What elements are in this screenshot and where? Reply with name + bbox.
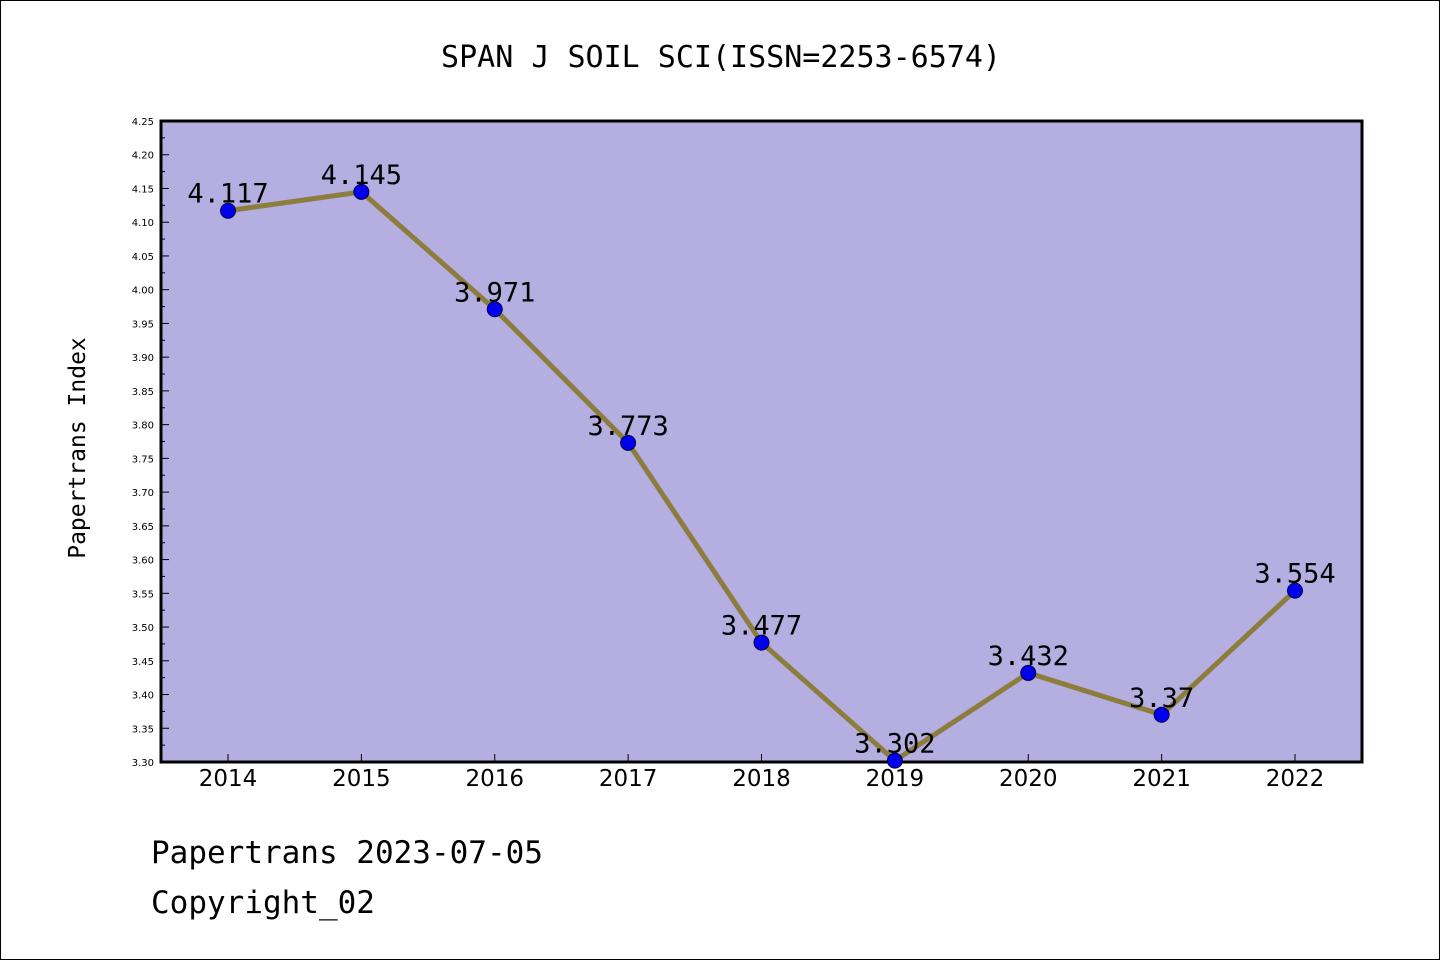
data-label: 3.37 bbox=[1129, 683, 1194, 714]
x-tick-label: 2020 bbox=[999, 766, 1058, 792]
data-point bbox=[1153, 706, 1170, 723]
y-tick-label: 3.50 bbox=[132, 623, 154, 634]
x-axis: 2014 2015 2016 2017 2018 2019 2020 2021 2022 bbox=[199, 754, 1325, 792]
chart-title: SPAN J SOIL SCI(ISSN=2253-6574) bbox=[441, 40, 1001, 75]
data-point bbox=[1287, 582, 1303, 599]
data-point bbox=[1020, 664, 1037, 681]
y-tick-label: 4.20 bbox=[132, 151, 154, 162]
y-tick-label: 4.25 bbox=[132, 117, 154, 128]
y-tick-label: 3.55 bbox=[132, 589, 154, 600]
y-tick-label: 3.75 bbox=[132, 454, 154, 465]
data-point bbox=[353, 183, 370, 200]
x-tick-label: 2017 bbox=[599, 766, 658, 792]
data-label: 3.971 bbox=[454, 277, 535, 308]
x-tick-label: 2016 bbox=[465, 766, 524, 792]
x-tick-label: 2018 bbox=[732, 766, 791, 792]
x-tick-label: 2015 bbox=[332, 766, 391, 792]
data-label: 3.773 bbox=[587, 411, 668, 442]
footer-copyright: Copyright_02 bbox=[151, 885, 375, 921]
data-label: 4.117 bbox=[187, 179, 268, 210]
y-tick-label: 4.05 bbox=[132, 252, 154, 263]
y-tick-label: 3.30 bbox=[132, 758, 154, 769]
y-tick-label: 4.10 bbox=[132, 218, 154, 229]
footer-date: Papertrans 2023-07-05 bbox=[151, 835, 543, 871]
plot-area bbox=[159, 119, 1364, 764]
data-label: 3.554 bbox=[1254, 559, 1335, 590]
markers-group bbox=[220, 183, 1303, 769]
y-tick-label: 3.80 bbox=[132, 421, 154, 432]
x-tick-label: 2014 bbox=[199, 766, 258, 792]
data-label: 4.145 bbox=[321, 160, 402, 191]
x-tick-label: 2021 bbox=[1132, 766, 1191, 792]
y-tick-label: 3.40 bbox=[132, 691, 154, 702]
data-label: 3.477 bbox=[721, 611, 802, 642]
y-tick-label: 4.00 bbox=[132, 286, 154, 297]
data-label: 3.302 bbox=[854, 729, 935, 760]
y-axis: 3.30 3.35 3.40 3.45 3.50 3.55 3.60 3.65 3.70 3.75… bbox=[132, 117, 169, 769]
y-tick-label: 4.15 bbox=[132, 184, 154, 195]
x-tick-label: 2019 bbox=[866, 766, 925, 792]
y-tick-label: 3.65 bbox=[132, 522, 154, 533]
y-tick-label: 3.35 bbox=[132, 724, 154, 735]
data-point bbox=[620, 434, 637, 451]
data-point bbox=[220, 202, 236, 219]
data-label: 3.432 bbox=[988, 641, 1069, 672]
y-tick-label: 3.70 bbox=[132, 488, 154, 499]
data-point bbox=[486, 301, 503, 318]
x-tick-label: 2022 bbox=[1266, 766, 1325, 792]
data-point bbox=[753, 634, 770, 651]
y-tick-label: 3.90 bbox=[132, 353, 154, 364]
data-point bbox=[886, 752, 903, 769]
y-tick-label: 3.95 bbox=[132, 319, 154, 330]
y-tick-label: 3.45 bbox=[132, 657, 154, 668]
y-tick-label: 3.85 bbox=[132, 387, 154, 398]
y-tick-label: 3.60 bbox=[132, 556, 154, 567]
y-axis-label: Papertrans Index bbox=[65, 337, 91, 559]
data-labels-group: 4.117 4.145 3.971 3.773 3.477 3.302 3.432 3.37 3… bbox=[187, 160, 1335, 760]
